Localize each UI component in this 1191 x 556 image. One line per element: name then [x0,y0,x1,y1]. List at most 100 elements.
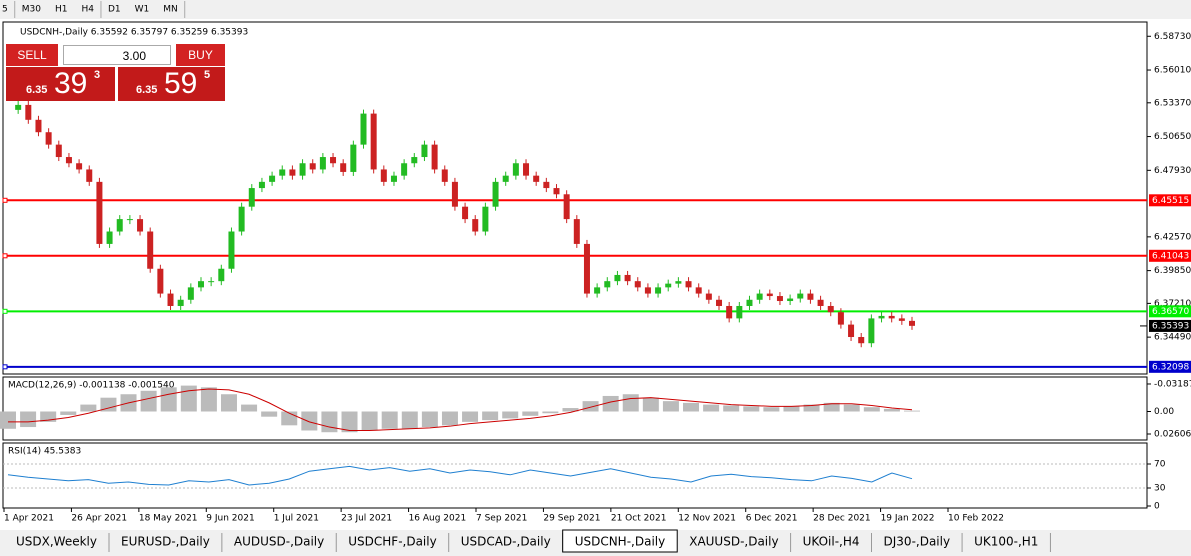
candle [350,144,357,172]
macd-bar [904,410,920,412]
candle [512,163,519,176]
candle [675,281,682,284]
sell-button[interactable]: SELL [6,44,58,66]
candle [888,315,895,319]
candle [868,318,875,344]
candle [482,206,489,232]
tab[interactable]: AUDUSD-,Daily [234,535,324,549]
price-small: 3 [94,69,101,81]
macd-bar [60,411,77,415]
timeframe[interactable]: H4 [81,5,94,15]
tab[interactable]: EURUSD-,Daily [121,535,210,549]
candle [563,194,570,220]
date-label: 29 Sep 2021 [543,514,600,524]
macd-bar [20,411,37,428]
candle [299,163,306,176]
macd-bar [803,404,820,412]
last-price-label: 6.35393 [1152,321,1189,331]
macd-bar [341,411,358,433]
symbol-info: USDCNH-,Daily 6.35592 6.35797 6.35259 6.… [20,28,248,38]
candle [573,219,580,244]
macd-bar [863,407,880,412]
trade-panel: SELL 3.00 BUY 6.35 39 3 6.35 59 5 [6,44,225,101]
timeframe[interactable]: H1 [55,5,68,15]
candle [126,219,133,221]
macd-bar [743,406,760,412]
candle [807,293,814,300]
candle [25,104,32,120]
macd-bar [160,387,177,412]
candle [330,157,337,164]
candle [756,293,763,300]
date-label: 21 Oct 2021 [611,514,667,524]
candle [421,144,428,158]
level-label: 6.32098 [1152,362,1189,372]
candle [533,175,540,182]
lot-input[interactable]: 3.00 [63,45,171,65]
candle [644,287,651,294]
candle [309,163,316,170]
candle [523,163,530,176]
macd-bar [261,411,278,417]
buy-price[interactable]: 6.35 59 5 [118,67,225,101]
tab[interactable]: DJ30-,Daily [884,535,951,549]
candle [787,298,794,302]
macd-bar [401,411,418,429]
timeframe[interactable]: D1 [108,5,121,15]
buy-button[interactable]: BUY [176,44,225,66]
timeframe[interactable]: 5 [2,5,8,15]
timeframe[interactable]: M30 [22,5,41,15]
candle [776,296,783,302]
tab[interactable]: UKOil-,H4 [803,535,860,549]
macd-bar [241,404,258,412]
date-label: 12 Nov 2021 [678,514,736,524]
price-big: 59 [164,67,198,100]
tab[interactable]: USDX,Weekly [16,535,97,549]
candle [716,299,723,306]
macd-bar [40,411,57,422]
candle [878,315,885,319]
date-label: 16 Aug 2021 [409,514,467,524]
macd-bar [200,387,217,412]
macd-bar [482,411,499,421]
y-tick-label: 6.50650 [1154,132,1191,142]
date-label: 28 Dec 2021 [813,514,871,524]
level-tag [1149,249,1191,262]
sell-price[interactable]: 6.35 39 3 [6,67,115,101]
candle [624,274,631,282]
tab[interactable]: USDCNH-,Daily [575,535,666,549]
date-label: 19 Jan 2022 [881,514,935,524]
candle [65,157,72,164]
macd-bar [522,411,539,416]
tab[interactable]: USDCHF-,Daily [348,535,436,549]
timeframe[interactable]: MN [163,5,178,15]
candle [360,113,367,145]
candle [837,312,844,325]
tab[interactable]: UK100-,H1 [974,535,1038,549]
timeframe[interactable]: W1 [135,5,150,15]
tab[interactable]: USDCAD-,Daily [461,535,551,549]
macd-tick-label: 0.00 [1154,407,1174,417]
candle [614,274,621,282]
macd-bar [823,402,840,412]
level-tag [1149,360,1191,373]
candle [218,268,225,282]
candle [380,169,387,182]
macd-bar [582,401,599,412]
candle [817,299,824,306]
candle [147,231,154,269]
candle [116,219,123,232]
macd-bar [843,404,860,412]
macd-bar [642,397,659,412]
price-prefix: 6.35 [26,84,48,96]
candle [492,181,499,207]
candle [583,243,590,294]
candle [15,104,22,110]
candle [909,320,915,326]
tab[interactable]: XAUUSD-,Daily [689,535,778,549]
candle [55,144,62,158]
macd-bar [441,411,458,426]
macd-tick-label: -0.03187 [1154,379,1191,389]
macd-bar [783,406,800,412]
toolbar [0,0,1191,19]
